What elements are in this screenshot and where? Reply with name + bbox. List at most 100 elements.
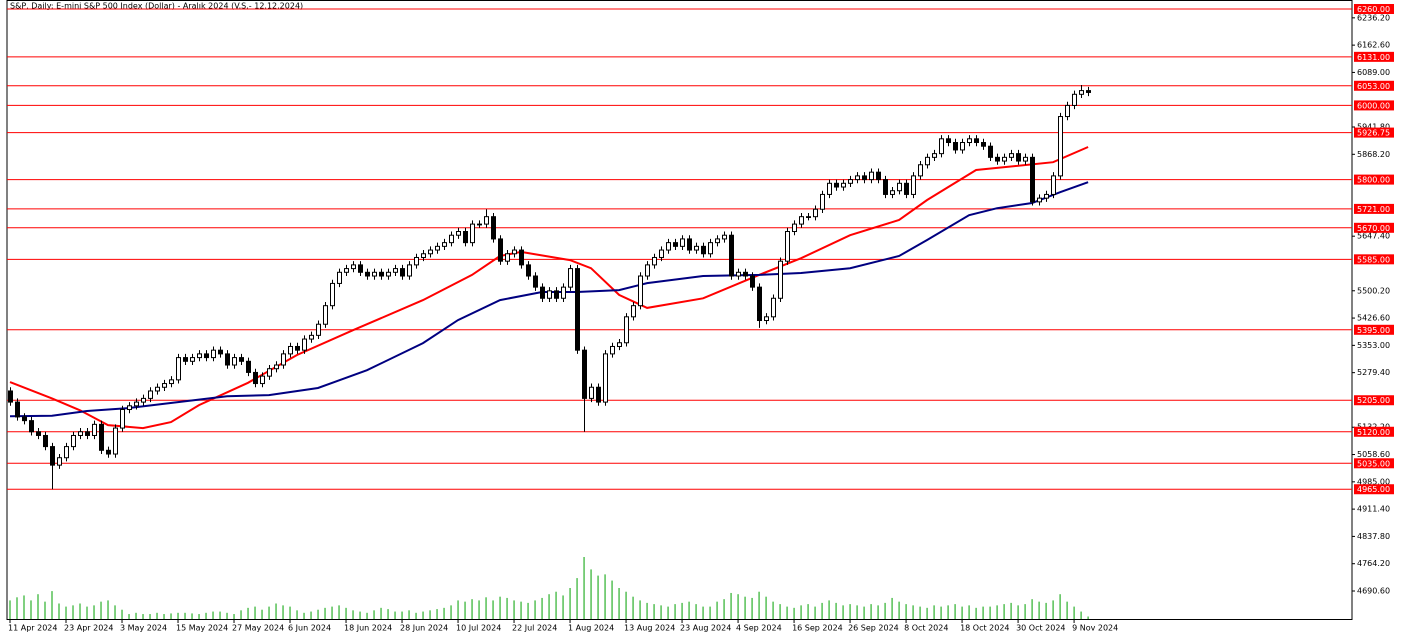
candle-body bbox=[575, 268, 580, 351]
y-tick-label: 5353.00 bbox=[1357, 341, 1390, 350]
x-tick-label: 15 May 2024 bbox=[176, 624, 228, 633]
level-box bbox=[1354, 222, 1394, 233]
candle-body bbox=[918, 164, 923, 177]
candle-body bbox=[1023, 156, 1028, 162]
candle-body bbox=[225, 353, 230, 366]
candle-body bbox=[785, 231, 790, 262]
level-label: 5205.00 bbox=[1357, 396, 1390, 405]
y-tick-label: 4911.40 bbox=[1357, 505, 1390, 514]
candle-body bbox=[568, 268, 573, 288]
candle-body bbox=[1086, 90, 1091, 93]
candle-body bbox=[470, 223, 475, 244]
y-tick-label: 6162.60 bbox=[1357, 41, 1390, 50]
candle-body bbox=[757, 286, 762, 322]
candle-body bbox=[547, 290, 552, 299]
candle-body bbox=[1079, 90, 1084, 95]
candle-body bbox=[162, 383, 167, 388]
candle-body bbox=[57, 457, 62, 466]
x-tick-label: 30 Oct 2024 bbox=[1016, 624, 1065, 633]
candle-body bbox=[309, 334, 314, 340]
candle-body bbox=[708, 242, 713, 255]
candle-body bbox=[820, 193, 825, 210]
candle-body bbox=[92, 423, 97, 436]
candle-body bbox=[71, 434, 76, 448]
candle-body bbox=[372, 271, 377, 277]
candle-body bbox=[141, 397, 146, 403]
level-label: 5120.00 bbox=[1357, 428, 1390, 437]
candle-body bbox=[169, 379, 174, 385]
y-tick-label: 4837.80 bbox=[1357, 532, 1390, 541]
candle-body bbox=[771, 297, 776, 318]
level-label: 5926.75 bbox=[1357, 129, 1390, 138]
candle-body bbox=[337, 271, 342, 284]
candle-body bbox=[330, 282, 335, 307]
candle-body bbox=[1002, 156, 1007, 162]
level-box bbox=[1354, 127, 1394, 138]
candle-body bbox=[106, 449, 111, 455]
candle-body bbox=[701, 245, 706, 255]
candle-body bbox=[351, 264, 356, 270]
candle-body bbox=[78, 431, 83, 436]
level-label: 5800.00 bbox=[1357, 176, 1390, 185]
candle-body bbox=[50, 446, 55, 466]
x-tick-label: 11 Apr 2024 bbox=[8, 624, 57, 633]
x-tick-label: 3 May 2024 bbox=[120, 624, 167, 633]
candle-body bbox=[498, 238, 503, 262]
candle-body bbox=[505, 253, 510, 262]
y-tick-label: 5647.40 bbox=[1357, 232, 1390, 241]
candle-body bbox=[624, 316, 629, 344]
y-tick-label: 5279.40 bbox=[1357, 368, 1390, 377]
candle-body bbox=[666, 242, 671, 251]
candle-body bbox=[463, 231, 468, 244]
candle-body bbox=[512, 249, 517, 255]
candle-body bbox=[1058, 116, 1063, 177]
x-tick-label: 26 Sep 2024 bbox=[848, 624, 899, 633]
candle-body bbox=[456, 231, 461, 236]
x-tick-label: 28 Jun 2024 bbox=[400, 624, 448, 633]
level-label: 6260.00 bbox=[1357, 5, 1390, 14]
y-tick-label: 5058.60 bbox=[1357, 450, 1390, 459]
x-tick-label: 8 Oct 2024 bbox=[904, 624, 948, 633]
candle-body bbox=[743, 271, 748, 277]
candle-body bbox=[722, 234, 727, 240]
candle-body bbox=[603, 353, 608, 403]
candle-body bbox=[729, 234, 734, 277]
candle-body bbox=[687, 238, 692, 251]
candle-body bbox=[631, 305, 636, 318]
candle-body bbox=[806, 216, 811, 218]
candle-body bbox=[393, 268, 398, 273]
candle-body bbox=[897, 182, 902, 192]
level-label: 6131.00 bbox=[1357, 53, 1390, 62]
candle-body bbox=[799, 216, 804, 225]
y-tick-label: 4690.60 bbox=[1357, 587, 1390, 596]
x-tick-label: 22 Jul 2024 bbox=[512, 624, 557, 633]
level-label: 5585.00 bbox=[1357, 255, 1390, 264]
candle-body bbox=[1016, 153, 1021, 162]
level-label: 6053.00 bbox=[1357, 82, 1390, 91]
y-tick-label: 5500.20 bbox=[1357, 286, 1390, 295]
candle-body bbox=[617, 342, 622, 347]
candle-body bbox=[974, 138, 979, 144]
candle-body bbox=[435, 245, 440, 251]
candle-body bbox=[841, 182, 846, 188]
candle-body bbox=[260, 375, 265, 385]
candle-body bbox=[316, 323, 321, 336]
candle-body bbox=[29, 420, 34, 433]
level-box bbox=[1354, 395, 1394, 406]
candle-body bbox=[988, 145, 993, 158]
level-box bbox=[1354, 100, 1394, 111]
candle-body bbox=[183, 357, 188, 362]
candle-body bbox=[1051, 175, 1056, 195]
candle-body bbox=[554, 290, 559, 299]
candle-body bbox=[953, 142, 958, 151]
candle-body bbox=[673, 242, 678, 247]
candle-body bbox=[589, 386, 594, 399]
y-tick-label: 5941.80 bbox=[1357, 123, 1390, 132]
candle-body bbox=[323, 305, 328, 325]
level-label: 5035.00 bbox=[1357, 459, 1390, 468]
candle-body bbox=[540, 286, 545, 299]
x-tick-label: 6 Jun 2024 bbox=[288, 624, 331, 633]
chart-title: S&P, Daily: E-mini S&P 500 Index (Dollar… bbox=[10, 2, 303, 11]
candle-body bbox=[715, 238, 720, 244]
candle-body bbox=[1009, 153, 1014, 158]
